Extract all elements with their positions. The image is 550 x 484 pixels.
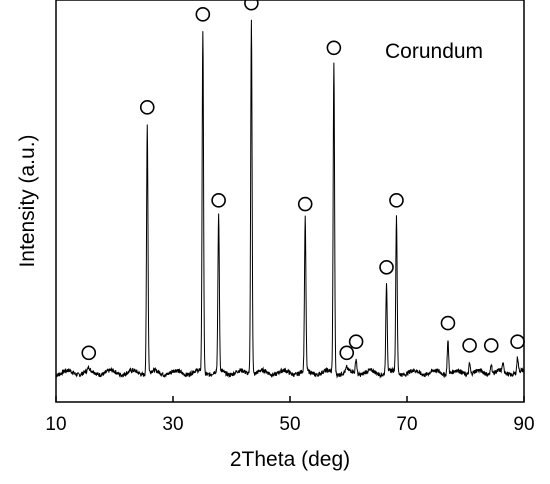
peak-marker-circle: [440, 315, 456, 331]
x-tick-label: 70: [396, 414, 417, 435]
peak-marker-circle: [348, 334, 364, 349]
peak-marker-circle: [211, 193, 226, 208]
peak-marker-circle: [462, 338, 477, 353]
peak-marker-circle: [510, 334, 525, 349]
peak-marker-circle: [139, 100, 155, 115]
peak-marker-circle: [389, 193, 404, 208]
legend-label: Corundum: [385, 40, 483, 63]
peak-marker-circle: [379, 259, 394, 275]
peak-marker-circle: [244, 0, 259, 11]
peak-marker-circle: [483, 338, 499, 353]
x-tick-label: 30: [162, 414, 183, 435]
diffraction-pattern-line: [55, 19, 525, 379]
x-axis-ticks: 10 30 50 70 90: [45, 396, 535, 435]
x-tick-label: 10: [45, 414, 66, 435]
x-axis-title: 2Theta (deg): [230, 448, 350, 471]
x-tick-label: 90: [513, 414, 534, 435]
y-axis-title: Intensity (a.u.): [16, 134, 39, 267]
peak-marker-circle: [339, 345, 355, 361]
peak-marker-circle: [195, 7, 211, 22]
x-tick-label: 50: [279, 414, 300, 435]
peak-marker-circle: [326, 40, 342, 56]
peak-markers: [81, 0, 525, 361]
peak-marker-circle: [297, 196, 313, 212]
peak-marker-circle: [81, 345, 97, 361]
